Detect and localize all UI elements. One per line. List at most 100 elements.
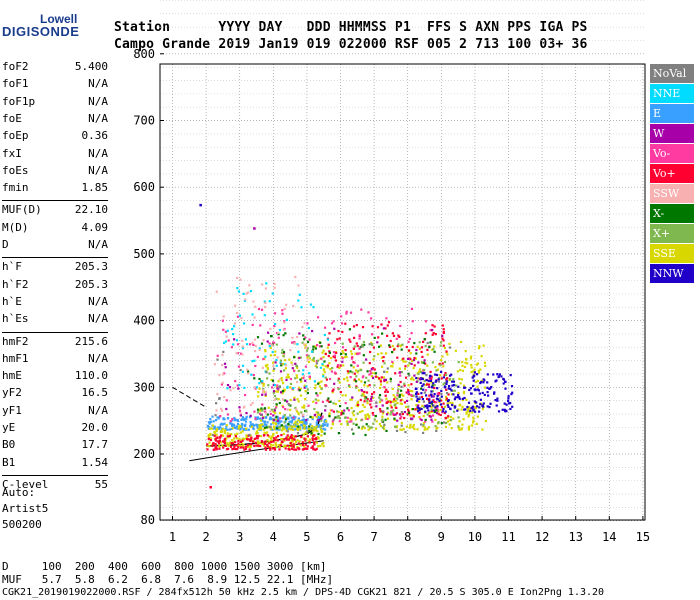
data-point: [304, 336, 307, 339]
data-point: [209, 486, 212, 489]
data-point: [358, 337, 361, 340]
data-point: [340, 411, 343, 414]
data-point: [403, 416, 406, 420]
param-key: foF1p: [2, 94, 36, 108]
data-point: [234, 427, 237, 430]
data-point: [410, 362, 413, 365]
data-point: [354, 418, 358, 421]
data-point: [238, 409, 242, 412]
data-point: [269, 346, 272, 349]
data-point: [236, 422, 239, 425]
data-point: [466, 362, 469, 365]
data-point: [353, 361, 356, 364]
data-point: [343, 416, 347, 419]
data-point: [299, 378, 302, 381]
data-point: [336, 338, 339, 341]
data-point: [268, 300, 271, 303]
data-point: [352, 325, 356, 328]
data-point: [396, 419, 399, 422]
data-point: [421, 355, 424, 358]
data-point: [366, 385, 369, 388]
data-point: [303, 404, 306, 407]
data-point: [448, 377, 452, 380]
data-point: [310, 427, 313, 430]
data-point: [330, 409, 334, 412]
data-point: [285, 364, 288, 367]
data-point: [443, 346, 446, 350]
data-point: [233, 437, 236, 440]
data-point: [507, 397, 510, 400]
data-point: [306, 356, 309, 359]
data-point: [465, 357, 468, 361]
data-point: [295, 408, 298, 411]
data-point: [321, 362, 324, 366]
data-point: [233, 444, 236, 448]
data-point: [473, 368, 476, 371]
data-point: [476, 379, 480, 382]
data-point: [325, 384, 328, 387]
param-key: D: [2, 238, 9, 251]
param-value: N/A: [88, 146, 108, 160]
param-value: 20.0: [81, 421, 109, 434]
data-point: [308, 357, 311, 360]
data-point: [249, 290, 252, 293]
data-point: [412, 425, 415, 428]
data-point: [229, 422, 232, 425]
data-point: [215, 402, 218, 405]
data-point: [323, 333, 326, 337]
data-point: [389, 380, 392, 383]
data-point: [311, 330, 314, 333]
data-point: [350, 407, 353, 410]
data-point: [369, 426, 372, 429]
data-point: [281, 312, 284, 315]
data-point: [454, 349, 457, 352]
data-point: [484, 364, 487, 367]
legend-item: NoVal: [650, 64, 694, 83]
data-point: [236, 447, 239, 451]
data-point: [370, 368, 373, 371]
data-point: [381, 399, 384, 402]
data-point: [436, 368, 440, 371]
param-row: yF1 N/A: [2, 404, 108, 420]
data-point: [256, 411, 260, 414]
data-point: [447, 415, 450, 418]
data-point: [308, 375, 311, 378]
data-point: [262, 357, 265, 361]
data-point: [272, 391, 275, 394]
data-point: [237, 365, 240, 368]
data-point: [315, 416, 318, 419]
data-point: [297, 417, 300, 420]
data-point: [337, 377, 340, 380]
data-point: [270, 439, 273, 442]
data-point: [429, 415, 432, 418]
data-point: [413, 356, 416, 360]
data-point: [444, 425, 447, 428]
data-point: [347, 372, 350, 375]
data-point: [461, 361, 464, 364]
data-point: [442, 339, 445, 342]
data-point: [253, 444, 256, 448]
data-point: [457, 425, 460, 428]
data-point: [283, 414, 286, 417]
data-point: [213, 430, 216, 433]
data-point: [305, 346, 308, 349]
data-point: [414, 408, 417, 411]
data-point: [313, 429, 316, 432]
data-point: [476, 405, 479, 408]
data-point: [442, 328, 445, 331]
data-point: [299, 424, 303, 427]
data-point: [339, 364, 342, 367]
data-point: [296, 422, 299, 426]
data-point: [439, 413, 442, 417]
data-point: [469, 407, 472, 410]
data-point: [483, 379, 486, 382]
data-point: [307, 326, 310, 330]
data-point: [446, 353, 449, 356]
data-point: [285, 378, 288, 381]
data-point: [272, 410, 275, 413]
data-point: [301, 441, 304, 444]
data-point: [282, 355, 285, 358]
data-point: [399, 417, 402, 420]
data-point: [280, 420, 283, 423]
y-tick-label: 600: [133, 180, 155, 194]
